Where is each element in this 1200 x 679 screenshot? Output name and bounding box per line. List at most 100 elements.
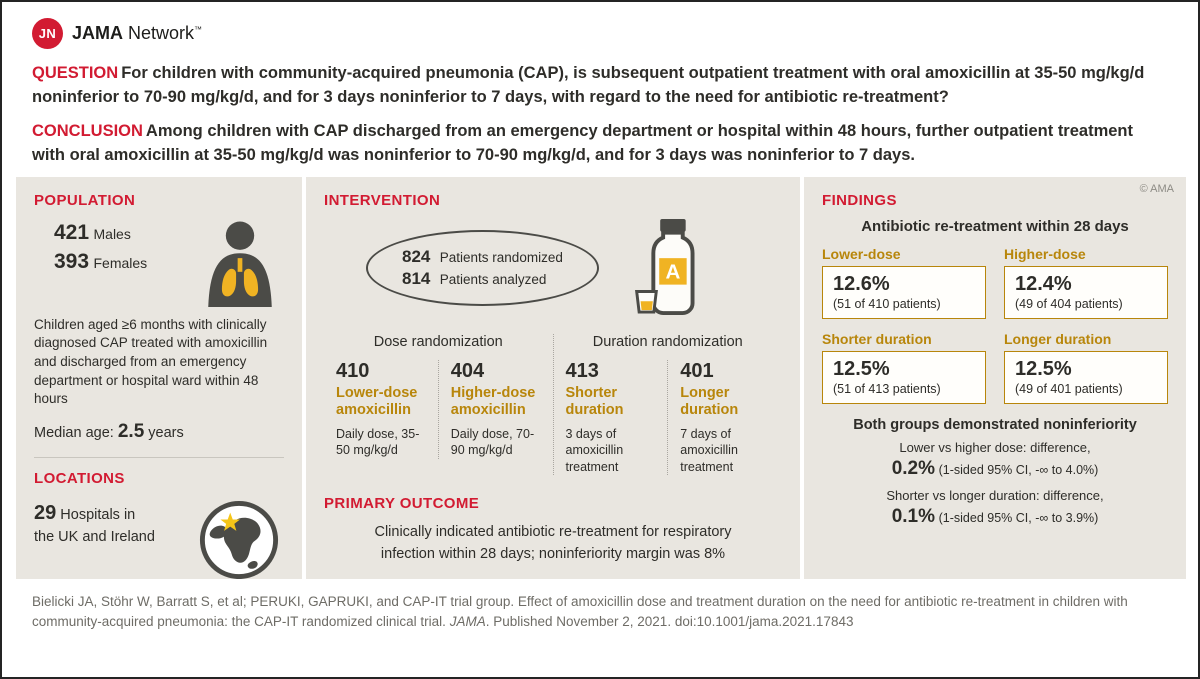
males-label: Males (93, 225, 131, 242)
longer-duration-result-value: 12.5% (1015, 357, 1072, 380)
logo-name-regular: Network (123, 23, 195, 43)
findings-grid: Lower-dose 12.6% (51 of 410 patients) Hi… (822, 246, 1168, 404)
jn-logo-icon: JN (32, 18, 63, 49)
randomization-row: Dose randomization 410 Lower-dose amoxic… (324, 333, 783, 475)
bottle-label-letter: A (665, 260, 680, 283)
dose-difference-ci: (1-sided 95% CI, -∞ to 4.0%) (938, 462, 1099, 477)
median-age-unit: years (148, 424, 184, 441)
population-description: Children aged ≥6 months with clinically … (34, 316, 268, 407)
duration-arms: 413 Shorter duration 3 days of amoxicill… (554, 359, 783, 475)
intervention-panel: INTERVENTION 824 Patients randomized 814… (306, 176, 800, 579)
question-label: QUESTION (32, 64, 119, 82)
dose-difference-value: 0.2% (891, 457, 935, 479)
patients-randomized: 824 Patients randomized (402, 247, 563, 267)
locations-row: 29 Hospitals in the UK and Ireland (34, 499, 284, 579)
primary-outcome-text: Clinically indicated antibiotic re-treat… (374, 523, 732, 562)
logo-name-bold: JAMA (72, 23, 124, 43)
population-locations-divider (34, 456, 284, 458)
lower-dose-result: Lower-dose 12.6% (51 of 410 patients) (822, 246, 986, 319)
lower-dose-result-value: 12.6% (833, 272, 890, 295)
lower-dose-arm: 410 Lower-dose amoxicillin Daily dose, 3… (324, 360, 438, 459)
trademark-symbol: ™ (194, 25, 203, 34)
duration-difference-line: 0.1% (1-sided 95% CI, -∞ to 3.9%) (822, 505, 1168, 530)
population-title: POPULATION (34, 191, 136, 209)
longer-duration-result-detail: (49 of 401 patients) (1015, 381, 1123, 396)
shorter-duration-arm: 413 Shorter duration 3 days of amoxicill… (554, 360, 668, 475)
patients-analyzed: 814 Patients analyzed (402, 269, 563, 289)
shorter-duration-result-value: 12.5% (833, 357, 890, 380)
conclusion-label: CONCLUSION (32, 121, 143, 140)
females-value: 393 (54, 249, 90, 273)
intervention-top-row: 824 Patients randomized 814 Patients ana… (324, 217, 782, 320)
lower-dose-n: 410 (336, 359, 370, 382)
findings-subtitle: Antibiotic re-treatment within 28 days (861, 217, 1129, 235)
duration-difference-ci: (1-sided 95% CI, -∞ to 3.9%) (938, 511, 1099, 526)
population-stats-row: 421 Males 393 Females (34, 221, 284, 312)
higher-dose-arm: 404 Higher-dose amoxicillin Daily dose, … (437, 359, 553, 459)
higher-dose-name: Higher-dose amoxicillin (450, 384, 536, 419)
analyzed-value: 814 (402, 269, 431, 289)
noninferiority-statement: Both groups demonstrated noninferiority (853, 416, 1137, 433)
locations-title: LOCATIONS (34, 469, 125, 487)
panels: POPULATION 421 Males 393 Females (16, 176, 1186, 579)
logo-initials: JN (38, 26, 57, 41)
males-stat: 421 Males (54, 221, 147, 245)
median-age-label: Median age: (34, 424, 114, 441)
males-value: 421 (54, 220, 90, 244)
dose-randomization-heading: Dose randomization (373, 333, 503, 350)
higher-dose-result-value: 12.4% (1015, 272, 1072, 295)
longer-duration-name: Longer duration (680, 384, 739, 419)
population-panel: POPULATION 421 Males 393 Females (16, 176, 302, 579)
findings-title: FINDINGS (822, 191, 897, 209)
citation-text-post: . Published November 2, 2021. doi:10.100… (485, 613, 854, 629)
randomized-value: 824 (402, 247, 431, 267)
shorter-duration-result-detail: (51 of 413 patients) (833, 381, 941, 396)
dose-arms: 410 Lower-dose amoxicillin Daily dose, 3… (324, 359, 553, 459)
duration-randomization-group: Duration randomization 413 Shorter durat… (552, 333, 783, 475)
dose-difference-line: 0.2% (1-sided 95% CI, -∞ to 4.0%) (822, 457, 1168, 482)
patients-oval: 824 Patients randomized 814 Patients ana… (366, 230, 599, 307)
shorter-duration-n: 413 (565, 359, 599, 382)
header: JN JAMA Network™ QUESTION For children wi… (2, 2, 1198, 168)
dose-difference-label: Lower vs higher dose: difference, (899, 439, 1091, 455)
longer-duration-result-label: Longer duration (1004, 330, 1112, 347)
shorter-duration-result-box: 12.5% (51 of 413 patients) (822, 350, 986, 404)
higher-dose-result-label: Higher-dose (1004, 245, 1086, 262)
shorter-duration-detail: 3 days of amoxicillin treatment (565, 427, 624, 474)
intervention-title: INTERVENTION (324, 191, 441, 209)
dose-difference: Lower vs higher dose: difference, 0.2% (… (822, 440, 1168, 482)
lower-dose-result-detail: (51 of 410 patients) (833, 296, 941, 311)
females-stat: 393 Females (54, 250, 147, 274)
duration-difference-label: Shorter vs longer duration: difference, (886, 488, 1104, 504)
shorter-duration-name: Shorter duration (565, 384, 624, 419)
hospitals-label: Hospitals in the UK and Ireland (34, 506, 155, 545)
randomized-label: Patients randomized (439, 250, 563, 266)
jama-network-logo: JN JAMA Network™ (32, 18, 1168, 49)
longer-duration-result: Longer duration 12.5% (49 of 401 patient… (1004, 331, 1168, 404)
ama-copyright: © AMA (1139, 182, 1174, 195)
higher-dose-result-detail: (49 of 404 patients) (1015, 296, 1123, 311)
analyzed-label: Patients analyzed (439, 272, 547, 288)
longer-duration-n: 401 (680, 359, 714, 382)
findings-panel: © AMA FINDINGS Antibiotic re-treatment w… (804, 176, 1186, 579)
person-with-lungs-icon (202, 221, 278, 312)
longer-duration-result-box: 12.5% (49 of 401 patients) (1004, 350, 1168, 404)
question-paragraph: QUESTION For children with community-acqu… (32, 61, 1168, 110)
hospitals-value: 29 (34, 501, 57, 524)
females-label: Females (93, 254, 148, 271)
lower-dose-name: Lower-dose amoxicillin (336, 384, 418, 419)
locations-text: 29 Hospitals in the UK and Ireland (34, 499, 156, 547)
globe-with-star-icon (198, 499, 280, 579)
duration-difference-value: 0.1% (891, 506, 935, 528)
lower-dose-result-box: 12.6% (51 of 410 patients) (822, 265, 986, 319)
population-stats: 421 Males 393 Females (54, 221, 147, 279)
question-text: For children with community-acquired pne… (32, 64, 1145, 107)
logo-text: JAMA Network™ (72, 23, 202, 44)
shorter-duration-result-label: Shorter duration (822, 330, 932, 347)
conclusion-paragraph: CONCLUSION Among children with CAP discha… (32, 119, 1168, 168)
higher-dose-detail: Daily dose, 70-90 mg/kg/d (450, 427, 535, 458)
dose-randomization-group: Dose randomization 410 Lower-dose amoxic… (324, 334, 553, 475)
lower-dose-result-label: Lower-dose (822, 245, 901, 262)
citation-journal-name: JAMA (449, 613, 486, 629)
